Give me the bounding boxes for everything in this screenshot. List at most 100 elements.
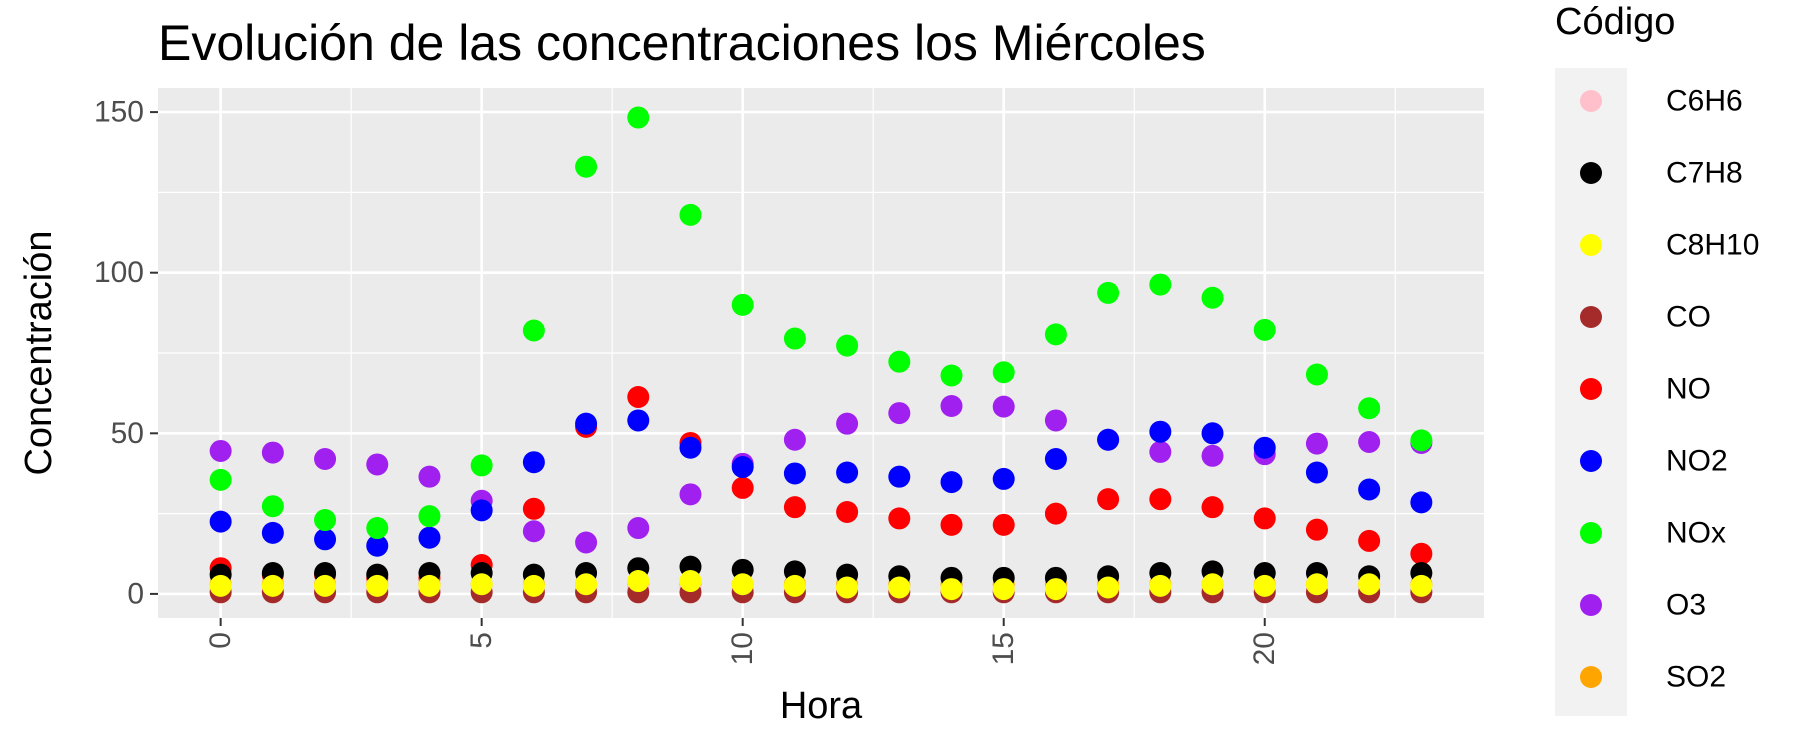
data-point-nox bbox=[1044, 323, 1067, 346]
data-point-nox bbox=[261, 495, 284, 518]
data-point-c8h10 bbox=[314, 574, 337, 597]
data-point-c8h10 bbox=[1410, 574, 1433, 597]
data-point-no bbox=[522, 497, 545, 520]
legend-key-c7h8 bbox=[1580, 162, 1602, 184]
data-point-c8h10 bbox=[1358, 573, 1381, 596]
data-point-c8h10 bbox=[940, 578, 963, 601]
data-point-no bbox=[1410, 542, 1433, 565]
legend-item-nox: NOx bbox=[1580, 517, 1726, 550]
legend-item-so2: SO2 bbox=[1580, 661, 1726, 694]
legend-key-no2 bbox=[1580, 450, 1602, 472]
data-point-no bbox=[940, 513, 963, 536]
data-point-c8h10 bbox=[1097, 576, 1120, 599]
legend-key-c8h10 bbox=[1580, 234, 1602, 256]
data-point-no bbox=[627, 386, 650, 409]
data-point-no2 bbox=[1410, 491, 1433, 514]
data-point-c8h10 bbox=[418, 574, 441, 597]
legend-key-no bbox=[1580, 378, 1602, 400]
data-point-c8h10 bbox=[1305, 573, 1328, 596]
data-point-nox bbox=[1201, 286, 1224, 309]
legend-item-no2: NO2 bbox=[1580, 445, 1728, 478]
legend-label-co: CO bbox=[1666, 301, 1711, 334]
data-point-no bbox=[836, 501, 859, 523]
legend-key-so2 bbox=[1580, 666, 1602, 688]
legend-item-c8h10: C8H10 bbox=[1580, 229, 1759, 262]
data-point-no bbox=[1097, 488, 1120, 511]
data-point-c8h10 bbox=[992, 578, 1015, 601]
data-point-o3 bbox=[1149, 440, 1172, 463]
data-point-nox bbox=[1149, 273, 1172, 296]
legend-item-c7h8: C7H8 bbox=[1580, 157, 1743, 190]
data-point-no2 bbox=[1201, 422, 1224, 445]
data-point-no bbox=[1201, 496, 1224, 519]
data-point-nox bbox=[470, 454, 493, 477]
legend-item-c6h6: C6H6 bbox=[1580, 85, 1743, 118]
data-point-c8h10 bbox=[575, 573, 598, 596]
data-point-c8h10 bbox=[1044, 578, 1067, 601]
data-point-no2 bbox=[679, 436, 702, 459]
data-point-no2 bbox=[1305, 461, 1328, 484]
data-point-no bbox=[1044, 502, 1067, 525]
data-point-nox bbox=[992, 361, 1015, 384]
data-point-no bbox=[888, 507, 911, 530]
data-point-nox bbox=[209, 468, 232, 491]
data-point-o3 bbox=[366, 453, 389, 476]
data-point-nox bbox=[1410, 429, 1433, 452]
data-points bbox=[209, 106, 1433, 604]
y-axis-title: Concentración bbox=[18, 230, 60, 475]
data-point-nox bbox=[940, 364, 963, 387]
data-point-no2 bbox=[1044, 448, 1067, 470]
data-point-no2 bbox=[1097, 428, 1120, 451]
x-tick-label: 5 bbox=[465, 632, 498, 649]
legend-items: C6H6 C7H8 C8H10 CO NO NO2 NOx O3 SO2 bbox=[1580, 85, 1759, 694]
y-tick-label: 0 bbox=[127, 577, 144, 610]
chart-title: Evolución de las concentraciones los Mié… bbox=[158, 15, 1206, 71]
legend-key-o3 bbox=[1580, 594, 1602, 616]
data-point-nox bbox=[731, 293, 754, 316]
data-point-no2 bbox=[783, 462, 806, 485]
legend-title: Código bbox=[1555, 1, 1675, 43]
data-point-no2 bbox=[836, 461, 859, 484]
data-point-nox bbox=[366, 517, 389, 540]
y-tick-label: 100 bbox=[94, 256, 144, 289]
data-point-nox bbox=[1305, 363, 1328, 386]
data-point-nox bbox=[627, 106, 650, 129]
x-tick-label: 15 bbox=[987, 632, 1020, 665]
data-point-no2 bbox=[1149, 420, 1172, 443]
data-point-no2 bbox=[575, 412, 598, 435]
data-point-c8h10 bbox=[888, 576, 911, 599]
legend-label-o3: O3 bbox=[1666, 589, 1706, 622]
data-point-o3 bbox=[1044, 409, 1067, 432]
data-point-no2 bbox=[940, 471, 963, 494]
legend-key-nox bbox=[1580, 522, 1602, 544]
data-point-c8h10 bbox=[366, 574, 389, 597]
data-point-no2 bbox=[366, 534, 389, 557]
data-point-nox bbox=[522, 319, 545, 342]
data-point-o3 bbox=[627, 517, 650, 540]
data-point-no bbox=[1253, 507, 1276, 530]
legend-label-so2: SO2 bbox=[1666, 661, 1726, 694]
data-point-nox bbox=[1358, 397, 1381, 420]
data-point-nox bbox=[783, 327, 806, 350]
data-point-c8h10 bbox=[627, 570, 650, 593]
data-point-no bbox=[731, 476, 754, 499]
data-point-o3 bbox=[679, 483, 702, 506]
data-point-o3 bbox=[1201, 444, 1224, 467]
legend-item-no: NO bbox=[1580, 373, 1711, 406]
x-tick-label: 20 bbox=[1248, 632, 1281, 665]
data-point-nox bbox=[1253, 318, 1276, 341]
data-point-no bbox=[1305, 518, 1328, 541]
data-point-no bbox=[783, 496, 806, 519]
legend-label-c8h10: C8H10 bbox=[1666, 229, 1759, 262]
data-point-c8h10 bbox=[1201, 573, 1224, 596]
data-point-no2 bbox=[418, 526, 441, 549]
legend-label-no: NO bbox=[1666, 373, 1711, 406]
data-point-no bbox=[992, 513, 1015, 536]
data-point-nox bbox=[1097, 281, 1120, 304]
data-point-no2 bbox=[209, 510, 232, 533]
series-c8h10 bbox=[209, 570, 1433, 601]
data-point-c8h10 bbox=[679, 570, 702, 593]
series-nox bbox=[209, 106, 1433, 540]
legend-label-c6h6: C6H6 bbox=[1666, 85, 1743, 118]
